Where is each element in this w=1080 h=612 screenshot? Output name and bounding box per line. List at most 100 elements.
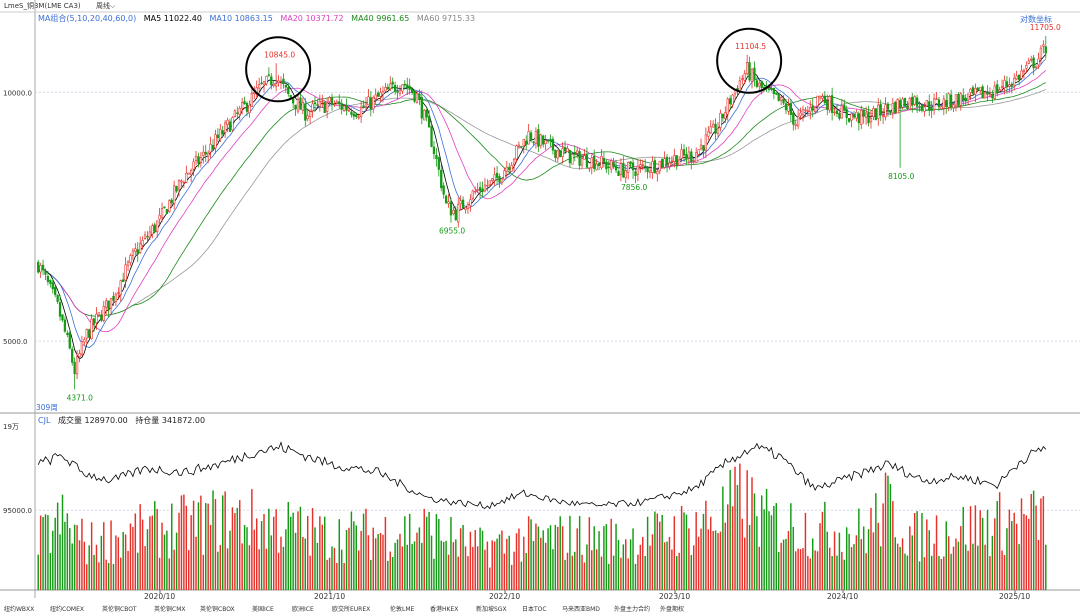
- candle-body: [607, 166, 610, 169]
- exchange-tab[interactable]: 英伦铜CBOX: [200, 606, 235, 612]
- candle-body: [612, 161, 615, 168]
- candle-body: [505, 166, 508, 172]
- exchange-tab[interactable]: 美国ICE: [252, 606, 274, 612]
- candle-body: [238, 108, 241, 116]
- candle-body: [886, 103, 890, 110]
- volume-bar: [620, 557, 622, 590]
- volume-bar: [59, 534, 61, 590]
- price-tick-label: 5000.0: [3, 338, 28, 346]
- volume-bar: [746, 470, 748, 590]
- candle-body: [971, 87, 975, 94]
- volume-bar: [544, 542, 547, 590]
- candle-body: [364, 103, 368, 107]
- candle-body: [367, 96, 370, 106]
- candle-body: [838, 113, 841, 119]
- volume-bar: [632, 528, 634, 590]
- price-extreme-label: 8105.0: [888, 172, 914, 181]
- volume-bar: [552, 549, 554, 590]
- candle-body: [442, 185, 445, 195]
- volume-bar: [960, 526, 962, 590]
- volume-bar: [612, 555, 615, 590]
- candle-body: [153, 224, 156, 232]
- candle-body: [755, 80, 759, 87]
- candle-body: [549, 139, 552, 142]
- exchange-tab[interactable]: 英伦铜CBOT: [102, 606, 137, 612]
- price-extreme-label: 11104.5: [735, 42, 766, 51]
- candle-body: [510, 164, 513, 172]
- candle-body: [605, 161, 608, 170]
- volume-bar: [911, 535, 913, 590]
- candle-body: [622, 162, 625, 178]
- candle-body: [447, 201, 450, 204]
- exchange-tab[interactable]: 日本TOC: [522, 606, 547, 612]
- volume-bar: [586, 544, 588, 590]
- volume-bar: [561, 526, 564, 590]
- candle-body: [818, 95, 822, 99]
- volume-bar: [100, 535, 103, 590]
- volume-bar: [299, 506, 302, 590]
- exchange-tab[interactable]: 新加坡SGX: [476, 606, 507, 612]
- candle-body: [617, 171, 620, 176]
- candle-body: [112, 295, 115, 301]
- exchange-tab[interactable]: 欧洲ICE: [292, 606, 314, 612]
- period-selector[interactable]: 周线⌵: [96, 1, 115, 11]
- volume-tick-label: 95000.0: [3, 507, 32, 515]
- candle-body: [342, 105, 346, 112]
- candle-body: [107, 300, 110, 311]
- x-tick-label: 2023/10: [659, 592, 690, 601]
- instrument-title: LmeS_铜3M(LME CA3): [4, 2, 81, 10]
- exchange-tab[interactable]: 英伦铜CMX: [154, 606, 186, 612]
- log-scale-toggle[interactable]: 对数坐标: [1020, 15, 1052, 24]
- candle-body: [141, 239, 144, 246]
- candle-body: [474, 191, 477, 193]
- candle-body: [991, 94, 994, 99]
- volume-bar: [593, 526, 595, 590]
- volume-bar: [282, 546, 285, 590]
- candle-body: [898, 100, 902, 108]
- volume-bar: [574, 551, 576, 590]
- exchange-tab[interactable]: 马来西亚BMD: [562, 606, 600, 612]
- volume-bar: [374, 538, 377, 590]
- volume-bar: [1032, 490, 1035, 590]
- volume-bar: [770, 515, 773, 590]
- volume-bar: [71, 543, 73, 590]
- volume-bar: [799, 549, 802, 590]
- candle-body: [830, 95, 834, 113]
- volume-bar: [576, 528, 578, 590]
- volume-bar: [646, 516, 649, 590]
- exchange-tab[interactable]: 外盘期权: [660, 606, 685, 612]
- volume-bar: [760, 495, 763, 590]
- candle-body: [1039, 47, 1043, 59]
- candle-body: [328, 97, 331, 102]
- candle-body: [204, 151, 207, 155]
- volume-bar: [540, 537, 542, 590]
- volume-bar: [666, 541, 668, 590]
- volume-bar: [314, 527, 316, 590]
- candle-body: [673, 155, 676, 162]
- volume-bar: [149, 516, 151, 590]
- volume-bar: [836, 555, 838, 590]
- exchange-tab[interactable]: 纽约COMEX: [50, 606, 84, 612]
- exchange-tab[interactable]: 伦敦LME: [390, 606, 415, 612]
- volume-bar: [292, 512, 294, 590]
- exchange-tab[interactable]: 香港HKEX: [430, 606, 459, 612]
- volume-bar: [197, 502, 200, 590]
- volume-bar: [513, 551, 515, 590]
- volume-bar: [525, 552, 527, 590]
- candle-body: [1000, 86, 1004, 88]
- candle-body: [515, 145, 518, 160]
- candle-body: [915, 97, 919, 107]
- volume-indicator-name[interactable]: CJL: [38, 416, 51, 425]
- candle-body: [646, 166, 649, 173]
- candle-body: [408, 85, 411, 90]
- ma-legend-group[interactable]: MA组合(5,10,20,40,60,0): [38, 14, 137, 23]
- candle-body: [937, 99, 941, 108]
- exchange-tab[interactable]: 外盘主力合约: [614, 606, 651, 612]
- candle-body: [573, 151, 576, 155]
- exchange-tab[interactable]: 欧交所EUREX: [332, 606, 371, 612]
- volume-bar: [816, 551, 819, 590]
- candle-body: [440, 169, 443, 189]
- candle-body: [427, 116, 431, 128]
- exchange-tab[interactable]: 纽约WBXX: [4, 606, 35, 612]
